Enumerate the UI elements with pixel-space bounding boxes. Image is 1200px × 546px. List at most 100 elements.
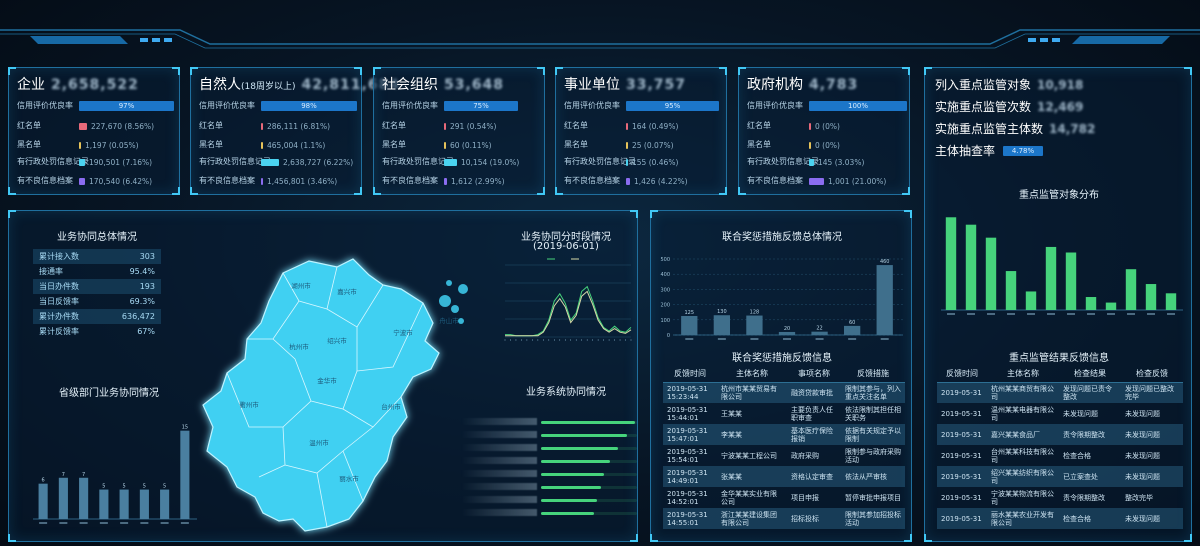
system-bar-track	[541, 486, 637, 489]
system-bar	[541, 512, 594, 515]
region-border	[310, 327, 358, 410]
metric-value: 1,426 (4.22%)	[634, 176, 688, 186]
city-label[interactable]: 宁波市	[393, 328, 413, 337]
bar-value-label: 5	[163, 484, 166, 490]
table-cell: 2019-05-31	[937, 508, 987, 529]
card-title: 企业 2,658,522	[17, 74, 139, 94]
region-border	[342, 450, 364, 502]
supervision-item: 实施重点监管次数 12,469	[935, 100, 1084, 114]
bar	[99, 489, 109, 519]
kv-value: 636,472	[121, 312, 155, 321]
city-label[interactable]: 杭州市	[289, 342, 309, 351]
table-cell: 2019-05-31	[937, 424, 987, 445]
table-row[interactable]: 2019-05-31 嘉兴某某食品厂 责令限期整改 未发现问题	[937, 424, 1183, 445]
table-cell: 政府采购	[791, 451, 819, 460]
table-row[interactable]: 2019-05-31 台州某某科技有限公司 检查合格 未发现问题	[937, 445, 1183, 466]
city-label[interactable]: 丽水市	[339, 474, 359, 483]
table-row[interactable]: 2019-05-31 丽水某某农业开发有限公司 检查合格 未发现问题	[937, 508, 1183, 529]
city-label[interactable]: 绍兴市	[327, 336, 347, 345]
table-row[interactable]: 2019-05-31 绍兴某某纺织有限公司 已立案查处 未发现问题	[937, 466, 1183, 487]
metric-row: 红名单 227,670 (8.56%)	[17, 120, 154, 132]
table-row[interactable]: 2019-05-31 14:49:01 张某某 资格认定审查 依法从严审核	[663, 466, 905, 487]
bar-value-label: 22	[816, 326, 822, 332]
table-cell: 限制参与政府采购活动	[845, 447, 901, 464]
region-border	[284, 426, 374, 474]
bar	[1145, 284, 1157, 310]
city-label[interactable]: 湖州市	[291, 281, 311, 290]
metric-label: 有不良信息档案	[199, 176, 255, 185]
table-cell: 依法限制其担任相关职务	[845, 405, 901, 422]
metric-value: 60 (0.11%)	[450, 140, 492, 150]
bar-value-label: 6	[42, 478, 45, 484]
table-row[interactable]: 2019-05-31 杭州某某商贸有限公司 发现问题已责令整改 发现问题已整改完毕	[937, 382, 1183, 403]
table-cell: 杭州某某商贸有限公司	[987, 382, 1059, 403]
rate-bar: 100%	[809, 101, 907, 111]
table-row[interactable]: 2019-05-31 15:47:01 李某某 基本医疗保险报销 依据有关规定予以限制	[663, 424, 905, 445]
bar	[1085, 297, 1097, 310]
rewards-title: 联合奖惩措施反馈总体情况	[722, 232, 842, 243]
metric-value: 145 (3.03%)	[818, 157, 865, 167]
column-header: 主体名称	[717, 366, 787, 383]
metric-bar	[444, 141, 446, 149]
metric-label: 红名单	[382, 121, 406, 130]
table-cell: 2019-05-31 14:55:01	[663, 508, 717, 529]
island-shape	[458, 318, 464, 324]
table-cell: 嘉兴某某食品厂	[987, 424, 1059, 445]
hourly-subtitle: (2019-06-01)	[533, 241, 599, 252]
system-bar-track	[541, 447, 637, 450]
metric-row: 有不良信息档案 1,001 (21.00%)	[747, 175, 886, 187]
kv-row: 累计办件数 636,472	[33, 309, 161, 324]
card-title: 事业单位 33,757	[564, 74, 686, 94]
metric-bar	[809, 158, 814, 166]
bar	[844, 325, 861, 335]
column-header: 主体名称	[987, 366, 1059, 383]
system-bar-track	[541, 460, 637, 463]
table-row[interactable]: 2019-05-31 15:23:44 杭州市某某贸易有限公司 融资贷款审批 限制其参…	[663, 382, 905, 403]
metric-row: 红名单 0 (0%)	[747, 120, 840, 132]
metric-value: 227,670 (8.56%)	[91, 121, 155, 131]
y-tick-label: 0	[667, 333, 670, 339]
table-row[interactable]: 2019-05-31 宁波某某物流有限公司 责令限期整改 整改完毕	[937, 487, 1183, 508]
kv-value: 67%	[137, 327, 155, 336]
system-bar-track	[541, 512, 637, 515]
table-row[interactable]: 2019-05-31 15:44:01 王某某 主要负责人任职审查 依法限制其担任相关…	[663, 403, 905, 424]
table-cell: 项目申报	[791, 493, 819, 502]
island-shape	[451, 305, 459, 313]
rate-bar: 98%	[261, 101, 357, 111]
city-label[interactable]: 金华市	[317, 376, 337, 385]
feedback-table: 反馈时间 主体名称 事项名称 反馈措施 2019-05-31 15:23:44 杭州市某某…	[663, 366, 905, 529]
metric-row: 有不良信息档案 1,426 (4.22%)	[564, 175, 688, 187]
bar	[1025, 291, 1037, 310]
supervision-distribution-chart	[941, 217, 1183, 315]
bar	[139, 489, 149, 519]
city-label[interactable]: 衢州市	[239, 400, 259, 409]
rate-label: 信用评价优良率	[564, 101, 620, 110]
series-line	[505, 285, 632, 337]
city-label[interactable]: 舟山市	[439, 316, 459, 325]
rate-label: 信用评价优良率	[747, 101, 803, 110]
table-cell: 金华某某实业有限公司	[721, 489, 777, 506]
table-row[interactable]: 2019-05-31 温州某某电器有限公司 未发现问题 未发现问题	[937, 403, 1183, 424]
table-cell: 2019-05-31 14:52:01	[667, 489, 708, 506]
y-tick-label: 300	[660, 287, 670, 293]
province-shape[interactable]	[202, 258, 440, 532]
metric-value: 1,612 (2.99%)	[451, 176, 505, 186]
kv-row: 累计接入数 303	[33, 249, 161, 264]
table-row[interactable]: 2019-05-31 14:52:01 金华某某实业有限公司 项目申报 暂停审批申报项…	[663, 487, 905, 508]
stat-card: 事业单位 33,757 信用评价优良率 95% 红名单 164 (0.49%) 黑名单 25 …	[555, 67, 727, 195]
bar	[945, 217, 957, 310]
system-cooperation-title: 业务系统协同情况	[526, 387, 606, 398]
table-cell: 融资贷款审批	[787, 382, 841, 403]
system-bar	[541, 421, 635, 424]
kv-label: 当日办件数	[39, 282, 79, 291]
metric-row: 黑名单 60 (0.11%)	[382, 139, 492, 151]
table-row[interactable]: 2019-05-31 15:54:01 宁波某某工程公司 政府采购 限制参与政府采购活…	[663, 445, 905, 466]
table-row[interactable]: 2019-05-31 14:55:01 浙江某某建设集团有限公司 招标投标 限制其参加…	[663, 508, 905, 529]
city-label[interactable]: 嘉兴市	[337, 287, 357, 296]
cooperation-title: 业务协同总体情况	[57, 232, 137, 243]
dept-cooperation-title: 省级部门业务协同情况	[59, 388, 159, 399]
city-label[interactable]: 温州市	[309, 438, 329, 447]
city-label[interactable]: 台州市	[381, 402, 401, 411]
metric-bar	[809, 177, 824, 185]
island-shape	[439, 295, 451, 307]
